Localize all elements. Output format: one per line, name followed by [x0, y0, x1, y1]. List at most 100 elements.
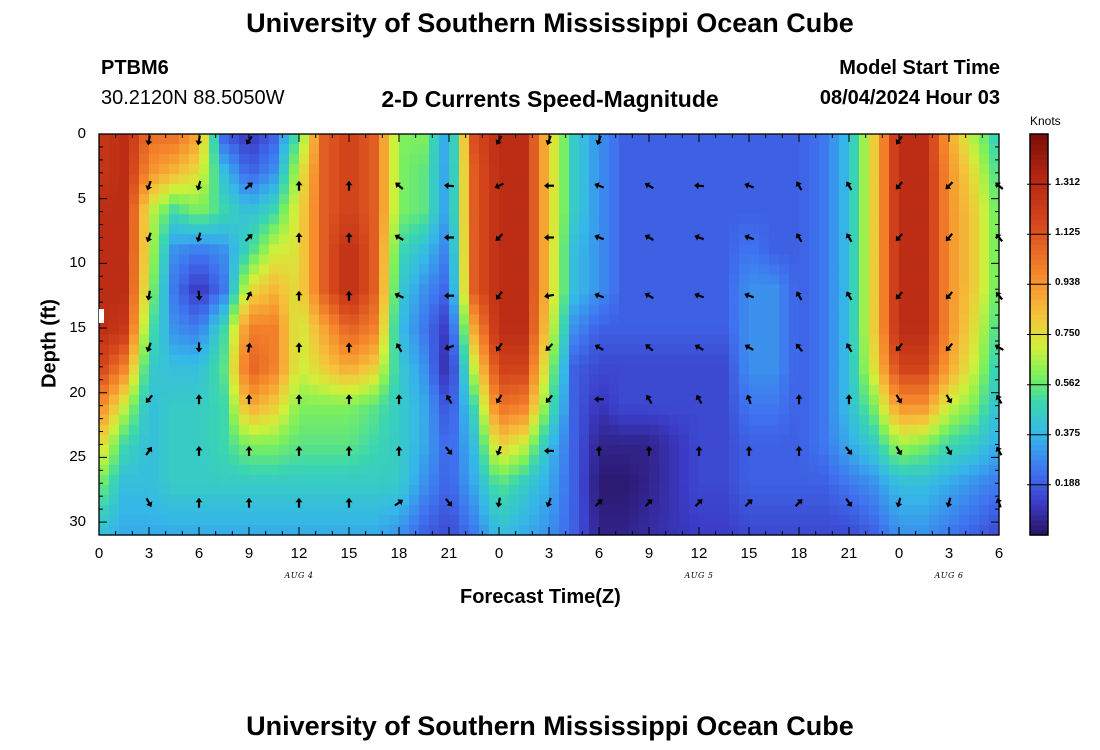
heatmap-cell	[919, 334, 930, 346]
heatmap-cell	[559, 484, 570, 496]
heatmap-cell	[219, 404, 230, 416]
current-vector	[345, 180, 353, 191]
heatmap-cell	[499, 364, 510, 376]
heatmap-cell	[279, 494, 290, 506]
heatmap-cell	[419, 384, 430, 396]
heatmap-cell	[609, 394, 620, 406]
heatmap-cell	[709, 434, 720, 446]
heatmap-cell	[529, 324, 540, 336]
heatmap-cell	[679, 224, 690, 235]
heatmap-cell	[419, 264, 430, 275]
colorbar-swatch	[1030, 159, 1048, 165]
heatmap-cell	[849, 174, 860, 185]
heatmap-cell	[349, 334, 360, 346]
heatmap-cell	[469, 234, 480, 245]
heatmap-cell	[269, 244, 280, 255]
heatmap-cell	[699, 494, 710, 506]
heatmap-cell	[969, 164, 980, 175]
heatmap-cell	[789, 474, 800, 486]
heatmap-cell	[189, 274, 200, 285]
heatmap-cell	[679, 494, 690, 506]
heatmap-cell	[429, 434, 440, 446]
heatmap-cell	[829, 324, 840, 336]
heatmap-cell	[509, 464, 520, 476]
heatmap-cell	[659, 254, 670, 265]
heatmap-cell	[419, 484, 430, 496]
current-vector	[444, 292, 454, 300]
heatmap-cell	[559, 494, 570, 506]
heatmap-cell	[359, 484, 370, 496]
colorbar	[1027, 133, 1051, 536]
heatmap-cell	[329, 344, 340, 356]
heatmap-cell	[669, 314, 680, 326]
heatmap-cell	[329, 234, 340, 245]
heatmap-cell	[849, 494, 860, 506]
current-vector	[644, 182, 654, 190]
heatmap-cell	[669, 204, 680, 215]
heatmap-cell	[549, 324, 560, 336]
heatmap-cell	[399, 284, 410, 296]
heatmap-cell	[329, 304, 340, 316]
heatmap-cell	[659, 514, 670, 526]
heatmap-cell	[719, 314, 730, 326]
heatmap-cell	[249, 524, 260, 536]
heatmap-cell	[199, 284, 210, 296]
current-vector	[295, 445, 303, 456]
heatmap-cell	[539, 344, 550, 356]
heatmap-cell	[249, 434, 260, 446]
heatmap-cell	[719, 174, 730, 185]
heatmap-cell	[639, 294, 650, 306]
heatmap-cell	[719, 294, 730, 306]
heatmap-cell	[509, 324, 520, 336]
heatmap-cell	[619, 514, 630, 526]
heatmap-cell	[579, 364, 590, 376]
heatmap-cell	[909, 454, 920, 466]
heatmap-cell	[679, 154, 690, 165]
heatmap-cell	[779, 274, 790, 285]
heatmap-cell	[299, 524, 310, 536]
heatmap-cell	[689, 404, 700, 416]
colorbar-swatch	[1030, 179, 1048, 185]
heatmap-cell	[459, 284, 470, 296]
heatmap-cell	[669, 514, 680, 526]
current-vector	[394, 499, 404, 507]
heatmap-cell	[709, 404, 720, 416]
heatmap-cell	[379, 394, 390, 406]
heatmap-cell	[949, 474, 960, 486]
heatmap-cell	[649, 214, 660, 225]
heatmap-cell	[939, 294, 950, 306]
heatmap-cell	[849, 424, 860, 436]
heatmap-cell	[429, 224, 440, 235]
heatmap-cell	[929, 354, 940, 366]
heatmap-cell	[269, 434, 280, 446]
colorbar-swatch	[1030, 279, 1048, 285]
heatmap-cell	[909, 394, 920, 406]
heatmap-cell	[319, 494, 330, 506]
heatmap-cell	[969, 394, 980, 406]
heatmap-cell	[549, 514, 560, 526]
heatmap-cell	[519, 434, 530, 446]
heatmap-cell	[799, 204, 810, 215]
heatmap-cell	[239, 174, 250, 185]
heatmap-cell	[419, 144, 430, 155]
heatmap-cell	[519, 134, 530, 145]
heatmap-cell	[889, 144, 900, 155]
heatmap-cell	[879, 304, 890, 316]
heatmap-cell	[709, 494, 720, 506]
heatmap-cell	[679, 404, 690, 416]
heatmap-cell	[659, 364, 670, 376]
heatmap-cell	[219, 474, 230, 486]
heatmap-cell	[549, 284, 560, 296]
heatmap-cell	[99, 444, 110, 456]
heatmap-cell	[239, 294, 250, 306]
heatmap-cell	[179, 374, 190, 386]
heatmap-cell	[99, 344, 110, 356]
heatmap-cell	[789, 454, 800, 466]
heatmap-cell	[909, 344, 920, 356]
heatmap-cell	[129, 204, 140, 215]
heatmap-cell	[389, 304, 400, 316]
heatmap-cell	[579, 454, 590, 466]
colorbar-swatch	[1030, 369, 1048, 376]
heatmap-cell	[119, 184, 130, 195]
heatmap-cell	[719, 204, 730, 215]
